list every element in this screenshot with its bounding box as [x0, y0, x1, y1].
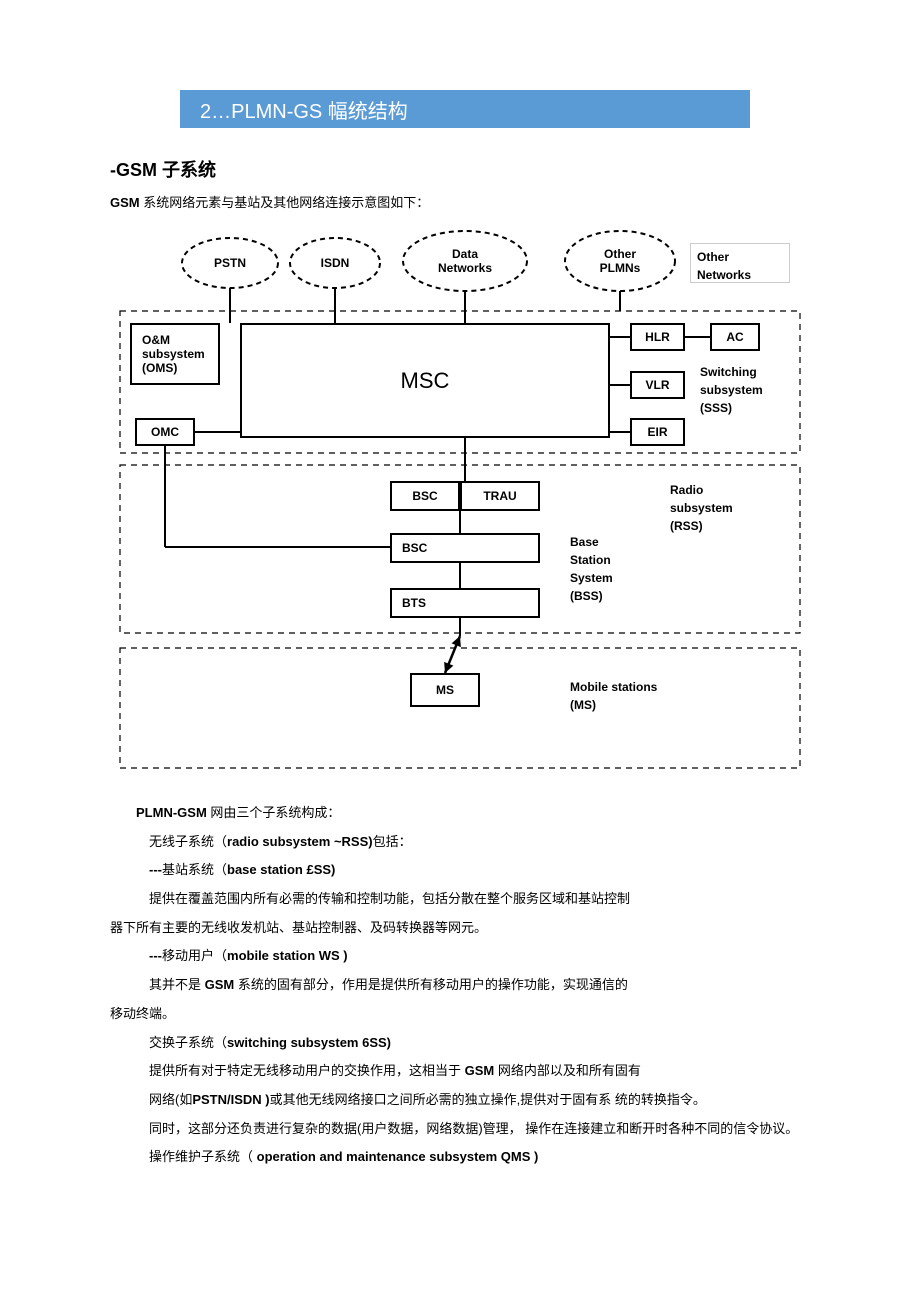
p10b: GSM [465, 1063, 495, 1078]
p11c: 或其他无线网络接口之间所必需的独立操作,提供对于固有系 统的转换指令。 [270, 1092, 706, 1107]
p11: 网络(如PSTN/ISDN )或其他无线网络接口之间所必需的独立操作,提供对于固… [110, 1088, 810, 1113]
p10a: 提供所有对于特定无线移动用户的交换作用，这相当于 [149, 1063, 465, 1078]
svg-text:Networks: Networks [438, 261, 492, 275]
p9: 交换子系统（switching subsystem 6SS) [110, 1031, 810, 1056]
trau-node: TRAU [460, 481, 540, 511]
p6: ---移动用户（mobile station WS ) [110, 944, 810, 969]
vlr-node: VLR [630, 371, 685, 399]
p7c: 系统的固有部分，作用是提供所有移动用户的操作功能，实现通信的 [234, 977, 628, 992]
bsc2-node: BSC [390, 533, 540, 563]
svg-text:Data: Data [452, 247, 478, 261]
p5: 器下所有主要的无线收发机站、基站控制器、及码转换器等网元。 [110, 916, 810, 941]
svg-text:Other: Other [604, 247, 636, 261]
svg-text:ISDN: ISDN [321, 256, 350, 270]
p11b: PSTN/ISDN ) [192, 1092, 269, 1107]
msl-label: Mobile stations(MS) [570, 678, 657, 714]
ms-node: MS [410, 673, 480, 707]
eir-node: EIR [630, 418, 685, 446]
page-title: 2…PLMN-GS 幅统结构 [180, 90, 750, 128]
intro-line: GSM 系统网络元素与基站及其他网络连接示意图如下： [110, 192, 810, 211]
p2: 无线子系统（radio subsystem ~RSS)包括： [110, 830, 810, 855]
oms-node: O&Msubsystem(OMS) [130, 323, 220, 385]
omc-node: OMC [135, 418, 195, 446]
p6a: --- [149, 948, 162, 963]
p6b: 移动用户（ [162, 948, 227, 963]
gsm-architecture-diagram: PSTN ISDN DataNetworks OtherPLMNs O&Msubsyst… [110, 223, 810, 783]
p13a: 操作维护子系统（ [149, 1149, 257, 1164]
msc-node: MSC [240, 323, 610, 438]
sss-label: Switchingsubsystem(SSS) [700, 363, 763, 417]
p3: ---基站系统（base station £SS) [110, 858, 810, 883]
p7a: 其并不是 [149, 977, 205, 992]
p10c: 网络内部以及和所有固有 [494, 1063, 641, 1078]
intro-text: 系统网络元素与基站及其他网络连接示意图如下： [140, 195, 430, 210]
p11a: 网络(如 [149, 1092, 192, 1107]
p9a: 交换子系统（ [149, 1035, 227, 1050]
svg-text:PLMNs: PLMNs [600, 261, 641, 275]
p1-bold: PLMN-GSM [136, 805, 207, 820]
bss-label: BaseStationSystem(BSS) [570, 533, 613, 605]
p13b: operation and maintenance subsystem QMS … [257, 1149, 539, 1164]
p2c: 包括： [373, 834, 412, 849]
p3c: base station £SS) [227, 862, 335, 877]
p7b: GSM [205, 977, 235, 992]
p2a: 无线子系统（ [149, 834, 227, 849]
other-networks-label: OtherNetworks [690, 243, 790, 283]
p7: 其并不是 GSM 系统的固有部分，作用是提供所有移动用户的操作功能，实现通信的 [110, 973, 810, 998]
bts-node: BTS [390, 588, 540, 618]
p6c: mobile station WS ) [227, 948, 348, 963]
p1: PLMN-GSM 网由三个子系统构成： [110, 801, 810, 826]
p4: 提供在覆盖范围内所有必需的传输和控制功能，包括分散在整个服务区域和基站控制 [110, 887, 810, 912]
svg-text:PSTN: PSTN [214, 256, 246, 270]
p8: 移动终端。 [110, 1002, 810, 1027]
p9b: switching subsystem 6SS) [227, 1035, 391, 1050]
ac-node: AC [710, 323, 760, 351]
hlr-node: HLR [630, 323, 685, 351]
p2b: radio subsystem ~RSS) [227, 834, 373, 849]
p13: 操作维护子系统（ operation and maintenance subsy… [110, 1145, 810, 1170]
p1-rest: 网由三个子系统构成： [207, 805, 341, 820]
p10: 提供所有对于特定无线移动用户的交换作用，这相当于 GSM 网络内部以及和所有固有 [110, 1059, 810, 1084]
p3a: --- [149, 862, 162, 877]
bsc1-node: BSC [390, 481, 460, 511]
intro-bold: GSM [110, 195, 140, 210]
rss-label: Radiosubsystem(RSS) [670, 481, 733, 535]
section-heading: -GSM 子系统 [110, 156, 810, 182]
p3b: 基站系统（ [162, 862, 227, 877]
p12: 同时，这部分还负责进行复杂的数据(用户数据，网络数据)管理， 操作在连接建立和断… [110, 1117, 810, 1142]
